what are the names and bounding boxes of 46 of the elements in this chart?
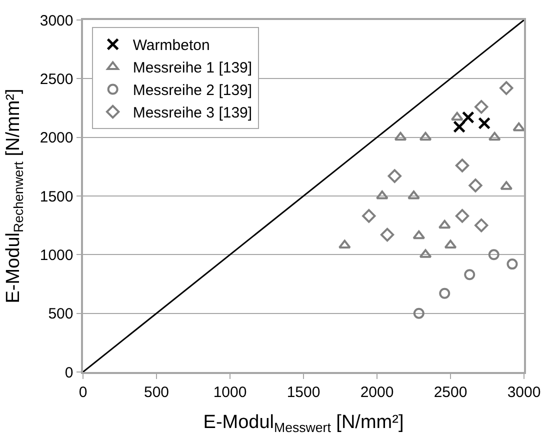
point (455, 158, 470, 172)
point (488, 249, 500, 260)
point (394, 132, 407, 141)
x-tick-label: 0 (78, 384, 88, 401)
point (478, 117, 491, 130)
point (362, 209, 376, 223)
point (455, 209, 470, 223)
point (380, 228, 394, 242)
point (413, 308, 424, 319)
point (439, 288, 450, 299)
point (474, 100, 488, 114)
point (388, 169, 402, 183)
point (338, 240, 351, 249)
point (512, 122, 524, 132)
y-tick-label: 3000 (40, 12, 74, 30)
y-tick-label: 500 (48, 306, 74, 323)
legend-label: Messreihe 2 [139] (132, 82, 252, 100)
x-tick-label: 1500 (286, 384, 320, 401)
y-tick-label: 1500 (40, 188, 74, 206)
point (438, 220, 451, 229)
point (408, 190, 420, 200)
x-tick-label: 2500 (434, 384, 468, 401)
x-tick-label: 1000 (213, 384, 247, 401)
x-axis-title: E-Modul$_{Messwert}$ [N/mm²] (203, 412, 404, 436)
y-tick-label: 2500 (40, 70, 74, 88)
x-tick-label: 500 (144, 384, 170, 401)
point (453, 120, 466, 134)
y-tick-label: 0 (64, 364, 74, 382)
point (444, 240, 457, 249)
point (488, 132, 501, 141)
point (412, 230, 426, 240)
point (450, 112, 464, 121)
point (500, 81, 514, 95)
y-tick-label: 2000 (40, 130, 74, 147)
legend-label: Messreihe 1 [139] (132, 60, 252, 77)
point (506, 258, 518, 270)
point (462, 111, 474, 124)
point (474, 218, 488, 232)
legend-label: Warmbeton (132, 37, 210, 54)
y-tick-label: 1000 (40, 246, 74, 264)
point (468, 178, 482, 192)
x-tick-label: 3000 (507, 384, 541, 401)
legend-label: Messreihe 3 [139] (132, 104, 252, 122)
x-tick-label: 2000 (360, 384, 394, 401)
point (464, 269, 476, 280)
point (419, 132, 432, 141)
